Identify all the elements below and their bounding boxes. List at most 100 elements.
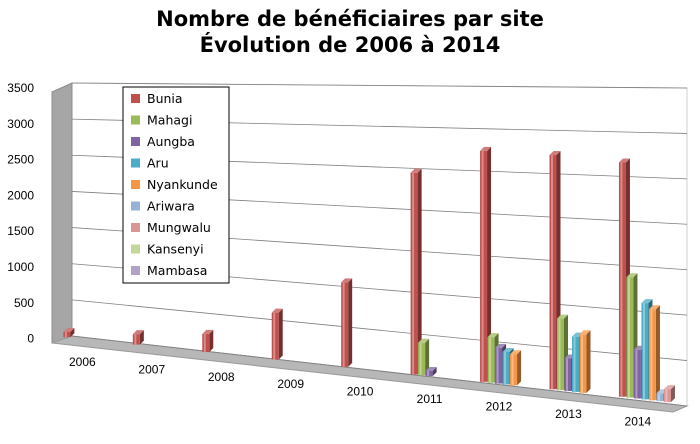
bar-highlight [481,150,484,382]
bar-highlight [635,349,638,399]
bar-top [132,330,144,335]
bar-side [209,329,214,353]
legend-label: Mambasa [147,263,207,278]
legend-label: Mungwalu [147,220,211,235]
bar-aungba-2011 [425,366,437,377]
bar-side [586,330,591,393]
bar-nyankunde-2014 [648,305,660,401]
bar-side [432,366,437,377]
bar-top [425,366,437,371]
bar-highlight [566,358,568,392]
y-tick-label: 2500 [7,153,34,167]
bar-side [670,385,675,403]
bar-highlight [496,347,499,384]
bar-top [579,330,591,335]
legend-box [122,86,230,284]
bar-highlight [551,155,553,390]
bar-top [341,278,353,283]
bar-bunia-2011 [410,168,422,375]
legend-label: Kansenyi [147,242,204,257]
bar-nyankunde-2013 [579,330,591,393]
legend-swatch [131,115,140,125]
legend-label: Aungba [147,134,195,149]
bar-highlight [573,336,576,392]
bar-side [139,330,144,345]
y-tick-label: 0 [27,332,34,346]
bar-side [487,146,492,382]
bar-side [425,338,430,376]
legend-swatch [131,180,140,189]
bar-nyankunde-2012 [510,350,522,386]
bar-mungwalu-2014 [663,385,675,403]
bar-highlight [558,318,561,391]
bar-top [495,343,507,348]
legend-swatch [131,137,140,146]
bar-side [278,308,283,360]
gridline [71,82,688,89]
bar-top [648,305,660,310]
y-tick-label: 1500 [7,224,34,238]
legend-label: Aru [147,156,169,171]
bar-top [549,151,561,156]
x-tick-label: 2011 [417,392,443,406]
legend-swatch [131,201,140,211]
bar-side [417,168,422,375]
bar-top [410,168,422,173]
y-tick-label: 500 [14,296,34,310]
bar-highlight [504,351,507,385]
bar-side [70,327,75,338]
x-tick-label: 2012 [486,400,513,414]
gridline [71,335,688,407]
bar-top [618,158,630,163]
bar-highlight [273,312,276,360]
bar-top [510,350,522,355]
bar-bunia-2007 [132,330,144,345]
bar-bunia-2009 [271,308,283,360]
chart-title-line-2: Évolution de 2006 à 2014 [200,32,501,57]
y-axis-labels: 3500 3000 2500 2000 1500 1000 500 0 [7,81,34,346]
legend-swatch [131,223,140,232]
legend: Bunia Mahagi Aungba Aru Nyankunde Ariwara Mung… [122,86,230,284]
x-tick-label: 2007 [138,362,165,376]
bar-mahagi-2011 [418,338,430,376]
bar-highlight [427,370,430,377]
bar-side [655,305,660,401]
legend-label: Nyankunde [147,177,218,192]
bar-bunia-2006 [63,327,75,338]
bar-highlight [64,331,67,338]
x-tick-label: 2010 [347,385,374,399]
bar-top [641,299,653,304]
bar-top [271,308,283,313]
bars [63,146,675,403]
y-tick-label: 2000 [7,188,34,202]
bar-top [202,329,214,334]
side-wall [51,82,73,344]
legend-swatch [131,94,140,103]
bar-top [626,273,638,278]
bar-highlight [581,334,583,393]
bar-top [418,338,430,343]
y-tick-label: 3000 [7,117,34,131]
bar-bunia-2010 [341,278,353,367]
chart-title-line-1: Nombre de bénéficiaires par site [156,7,544,31]
x-tick-label: 2014 [625,414,652,428]
y-tick-label: 1000 [7,260,34,274]
legend-label: Ariwara [147,199,195,214]
bar-bunia-2012 [480,146,492,382]
legend-swatch [131,158,140,168]
bar-highlight [650,309,653,401]
bar-top [502,347,514,352]
legend-label: Bunia [147,91,183,106]
legend-items: Bunia Mahagi Aungba Aru Nyankunde Ariwara Mung… [131,91,218,278]
legend-label: Mahagi [147,113,192,128]
bar-highlight [203,333,206,353]
x-axis-labels: 2006 2007 2008 2009 2010 2011 2012 2013 2014 [69,355,652,429]
bar-highlight [489,337,492,383]
bar-highlight [657,393,660,402]
legend-swatch [131,266,140,275]
x-tick-label: 2013 [555,407,582,421]
bar-highlight [627,277,630,398]
x-tick-label: 2006 [69,355,96,369]
bar-highlight [620,162,623,397]
